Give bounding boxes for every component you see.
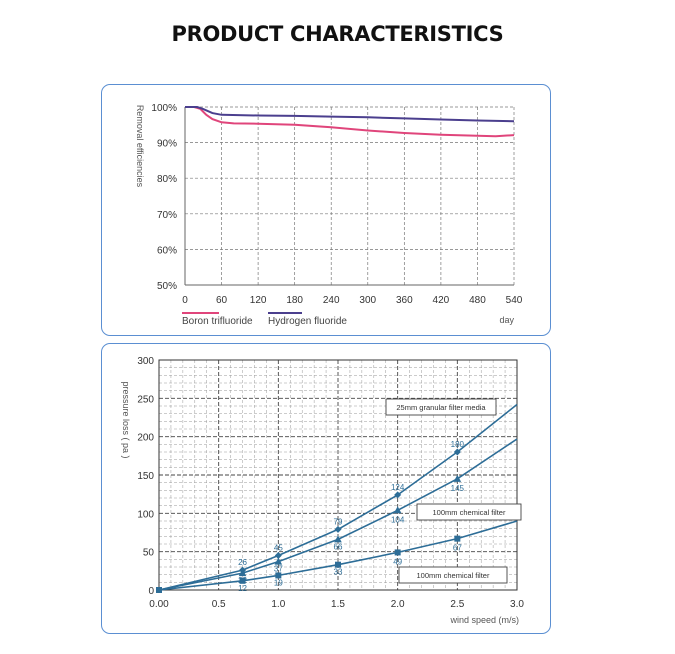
data-label: 49: [393, 557, 402, 566]
data-label: 45: [274, 544, 283, 553]
x-tick-label: 3.0: [510, 599, 524, 610]
data-point: [393, 506, 402, 514]
x-axis-label: day: [499, 315, 514, 325]
series-label-100mm-chemical-1-box: [416, 503, 522, 521]
y-tick-label: 60%: [157, 245, 177, 256]
x-tick-label: 480: [469, 295, 486, 306]
y-tick-label: 100: [137, 509, 154, 520]
x-tick-label: 2.0: [391, 599, 405, 610]
x-tick-label: 180: [286, 295, 303, 306]
data-label: 124: [391, 483, 405, 492]
series-line-hydrogen-fluoride: [185, 106, 515, 123]
x-tick-label: 0.5: [212, 599, 226, 610]
series-label-100mm-chemical-2: 100mm chemical filter: [417, 571, 490, 580]
removal-efficiency-chart: 50% 60% 70% 80% 90% 100% 0 60 120 180 240 300 360 420…: [135, 103, 523, 327]
x-tick-label: 0: [182, 295, 188, 306]
data-label: 67: [453, 544, 462, 553]
data-point: [454, 535, 461, 542]
data-label: 19: [274, 578, 283, 587]
series-label-25mm-granular-box: [385, 398, 497, 416]
data-label: 180: [451, 440, 465, 449]
data-label: 26: [238, 558, 247, 567]
x-tick-label: 2.5: [450, 599, 464, 610]
y-tick-label: 100%: [151, 103, 177, 114]
data-point: [334, 525, 342, 533]
x-axis-label: wind speed (m/s): [449, 615, 519, 625]
pressure-loss-chart-panel: 0 50 100 150 200 250 300 0.00 0.5 1.0 1.5 2.0 2.5 3.0…: [101, 343, 551, 634]
x-tick-label: 60: [216, 295, 228, 306]
y-tick-label: 70%: [157, 210, 177, 221]
y-tick-label: 80%: [157, 174, 177, 185]
series-label-100mm-chemical-1: 100mm chemical filter: [433, 508, 506, 517]
x-tick-label: 120: [250, 295, 267, 306]
data-label: 79: [334, 517, 343, 526]
data-point: [394, 491, 402, 499]
y-axis-label: pressure loss ( pa ): [121, 381, 131, 458]
x-tick-label: 0.00: [149, 599, 169, 610]
removal-efficiency-chart-panel: 50% 60% 70% 80% 90% 100% 0 60 120 180 240 300 360 420…: [101, 84, 551, 336]
y-tick-label: 90%: [157, 139, 177, 150]
data-label: 33: [334, 568, 343, 577]
x-tick-label: 1.5: [331, 599, 345, 610]
page-title: PRODUCT CHARACTERISTICS: [171, 22, 504, 46]
data-point: [274, 552, 282, 559]
data-point: [335, 561, 341, 568]
y-tick-label: 250: [137, 394, 154, 405]
data-label: 37: [274, 565, 283, 574]
legend-label-boron-trifluoride: Boron trifluoride: [182, 316, 253, 327]
x-tick-label: 420: [433, 295, 450, 306]
legend-label-hydrogen-fluoride: Hydrogen fluoride: [268, 316, 347, 327]
data-point: [156, 587, 162, 593]
x-tick-label: 1.0: [271, 599, 285, 610]
y-tick-label: 50%: [157, 281, 177, 292]
data-point: [453, 448, 461, 456]
x-tick-label: 240: [323, 295, 340, 306]
data-point: [453, 474, 462, 482]
x-tick-label: 360: [396, 295, 413, 306]
data-label: 104: [391, 515, 405, 524]
data-point: [239, 577, 246, 584]
y-tick-label: 50: [143, 548, 155, 559]
data-label: 66: [334, 542, 343, 551]
series-label-25mm-granular: 25mm granular filter media: [396, 403, 486, 412]
data-point: [274, 557, 283, 565]
pressure-loss-chart: 0 50 100 150 200 250 300 0.00 0.5 1.0 1.5 2.0 2.5 3.0…: [121, 356, 524, 625]
y-tick-label: 200: [137, 433, 154, 444]
x-tick-label: 540: [506, 295, 523, 306]
data-point: [275, 572, 282, 579]
data-point: [334, 535, 342, 543]
plot-frame: [158, 359, 518, 591]
y-tick-label: 0: [148, 586, 154, 597]
data-point: [394, 549, 401, 556]
series-label-100mm-chemical-2-box: [398, 566, 508, 584]
x-tick-label: 300: [359, 295, 376, 306]
series-line-boron-trifluoride: [185, 106, 515, 138]
data-label: 145: [451, 484, 465, 493]
y-tick-label: 300: [137, 356, 154, 367]
y-axis-label: Removal efficiencies: [135, 105, 145, 188]
data-point: [238, 569, 247, 577]
data-label: 12: [238, 584, 247, 593]
y-tick-label: 150: [137, 471, 154, 482]
